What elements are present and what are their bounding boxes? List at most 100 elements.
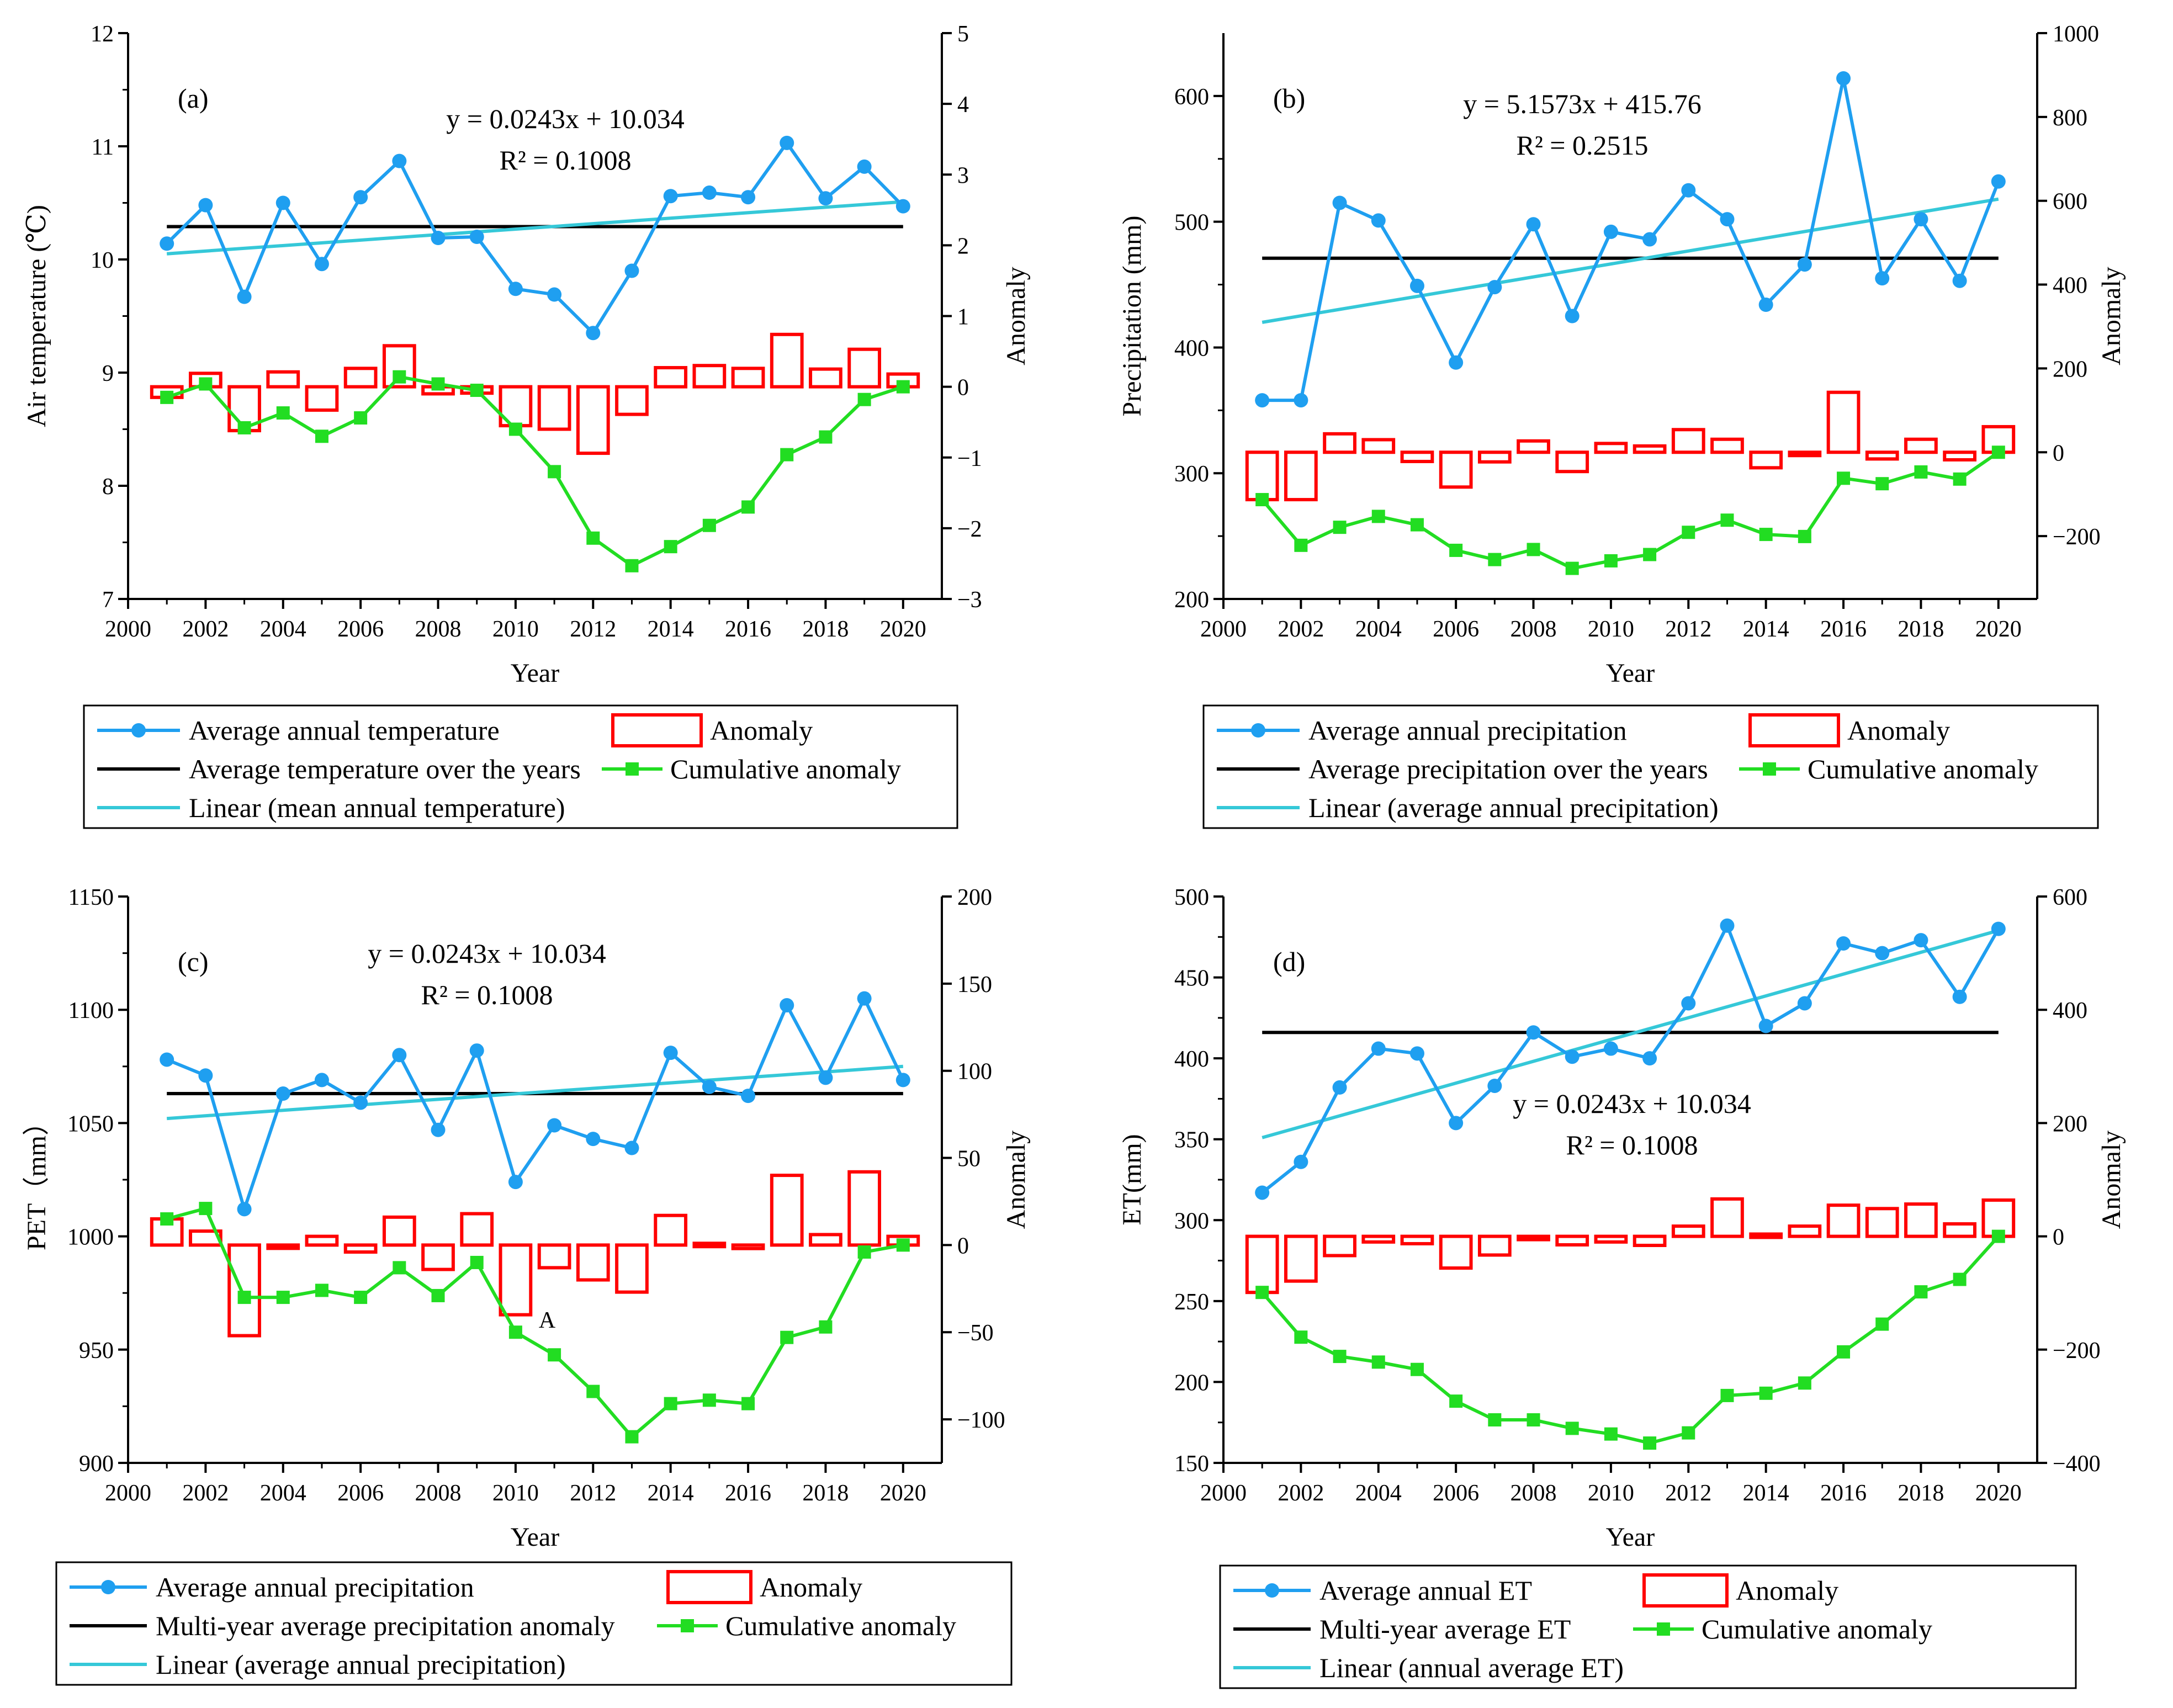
anomaly-bar	[1826, 390, 1861, 454]
x-tick-label: 2002	[182, 617, 229, 642]
series-point	[1332, 1080, 1347, 1095]
series-point	[508, 1175, 523, 1190]
series-point	[1409, 278, 1424, 293]
anomaly-bar	[1284, 450, 1318, 502]
series-point	[780, 135, 794, 150]
anomaly-bar	[654, 1213, 688, 1247]
y2-tick-label: 600	[2053, 189, 2087, 215]
anomaly-bar	[1671, 1224, 1705, 1238]
trend-line	[166, 200, 904, 256]
anomaly-bar	[499, 1243, 533, 1317]
anomaly-bar	[382, 1215, 416, 1247]
series-point	[1603, 1041, 1618, 1056]
anomaly-bar	[770, 332, 804, 389]
y2-tick-label: −3	[957, 587, 982, 613]
anomaly-bar	[692, 364, 727, 389]
cumulative-point	[1294, 1330, 1308, 1344]
anomaly-bar	[1671, 428, 1705, 454]
anomaly-bar	[1826, 1203, 1861, 1238]
cumulative-point	[1371, 510, 1385, 523]
anomaly-bar	[1594, 442, 1628, 454]
cumulative-point	[702, 1393, 716, 1407]
cumulative-point	[1875, 1317, 1889, 1331]
cumulative-point	[664, 1397, 677, 1410]
anomaly-bar	[847, 347, 881, 389]
y2-tick-label: 5	[957, 22, 969, 47]
legend-anomaly-label: Anomaly	[710, 715, 813, 746]
series-point	[1836, 936, 1851, 951]
series-point	[392, 1048, 407, 1063]
series-line	[166, 140, 904, 336]
anomaly-bar	[1555, 1234, 1589, 1246]
series-point	[1952, 989, 1967, 1004]
y2-tick-label: 3	[957, 163, 969, 188]
legend-trend-label: Linear (average annual precipitation)	[1308, 792, 1719, 823]
x-tick-label: 2000	[105, 617, 151, 642]
legend-anomaly-swatch	[1748, 713, 1840, 747]
y2-tick-label: −2	[957, 517, 982, 542]
series-point	[1371, 1041, 1386, 1056]
cumulative-point	[470, 1255, 484, 1269]
x-tick-label: 2016	[725, 617, 771, 642]
y2-axis-label: Anomaly	[1001, 1131, 1031, 1229]
y-tick-label: 300	[1174, 462, 1209, 487]
series-point	[702, 185, 717, 200]
x-tick-label: 2018	[1898, 617, 1944, 642]
r-squared: R² = 0.2515	[1516, 130, 1648, 161]
x-tick-label: 2010	[1588, 617, 1634, 642]
x-tick-label: 2020	[1975, 1481, 2022, 1506]
x-tick-label: 2012	[570, 617, 616, 642]
legend-series-marker	[101, 1580, 115, 1594]
x-tick-label: 2012	[1665, 1481, 1711, 1506]
anomaly-bar	[189, 1229, 222, 1247]
cumulative-point	[1837, 471, 1851, 485]
series-point	[1758, 1019, 1773, 1033]
y2-tick-label: 800	[2053, 105, 2087, 131]
cumulative-point	[160, 1212, 174, 1226]
y-tick-label: 8	[102, 474, 114, 500]
series-point	[818, 191, 833, 206]
x-tick-label: 2012	[1665, 617, 1711, 642]
series-line	[166, 994, 905, 1215]
anomaly-bar	[1749, 450, 1783, 470]
cumulative-point	[857, 1245, 871, 1259]
legend-panel-a: Average annual temperature Anomaly Average…	[83, 704, 958, 829]
panel-label: (b)	[1273, 83, 1305, 114]
x-tick-label: 2000	[1200, 617, 1247, 642]
legend-anomaly-swatch	[1642, 1573, 1729, 1608]
series-point	[895, 1073, 910, 1088]
y2-axis-label: Anomaly	[2097, 267, 2126, 365]
anomaly-bar	[1439, 450, 1473, 489]
anomaly-bar	[809, 367, 842, 389]
y2-tick-label: −200	[2053, 524, 2101, 550]
cumulative-point	[1527, 1413, 1540, 1427]
cumulative-point	[354, 1291, 368, 1304]
series-point	[1294, 1154, 1308, 1169]
cumulative-point	[1682, 1426, 1695, 1440]
trend-line	[1262, 929, 1999, 1139]
y2-tick-label: 0	[2053, 1225, 2064, 1250]
series-point	[1797, 257, 1812, 272]
series-point	[1720, 212, 1735, 227]
y-axis-label: Air temperature (℃)	[22, 205, 51, 427]
cumulative-point	[586, 1385, 600, 1398]
cumulative-point	[1333, 521, 1347, 534]
x-tick-label: 2014	[1743, 617, 1789, 642]
anomaly-bar	[1904, 1202, 1938, 1238]
anomaly-bar	[770, 1174, 804, 1247]
anomaly-bar	[1245, 450, 1279, 502]
anomaly-bar	[1710, 1197, 1744, 1238]
cumulative-point	[315, 429, 328, 443]
cumulative-point	[1527, 543, 1540, 556]
series-point	[314, 1073, 329, 1088]
legend-series-label: Average annual ET	[1319, 1575, 1532, 1606]
series-line	[1262, 78, 2000, 402]
legend-trend-label: Linear (average annual precipitation)	[156, 1649, 566, 1680]
series-point	[1603, 224, 1618, 239]
y-tick-label: 7	[102, 587, 114, 613]
cumulative-point	[393, 370, 406, 384]
x-tick-label: 2004	[260, 617, 306, 642]
legend-panel-b: Average annual precipitation Anomaly Avera…	[1202, 704, 2099, 829]
legend-mean-label: Multi-year average ET	[1319, 1614, 1571, 1645]
cumulative-point	[1798, 1376, 1811, 1390]
